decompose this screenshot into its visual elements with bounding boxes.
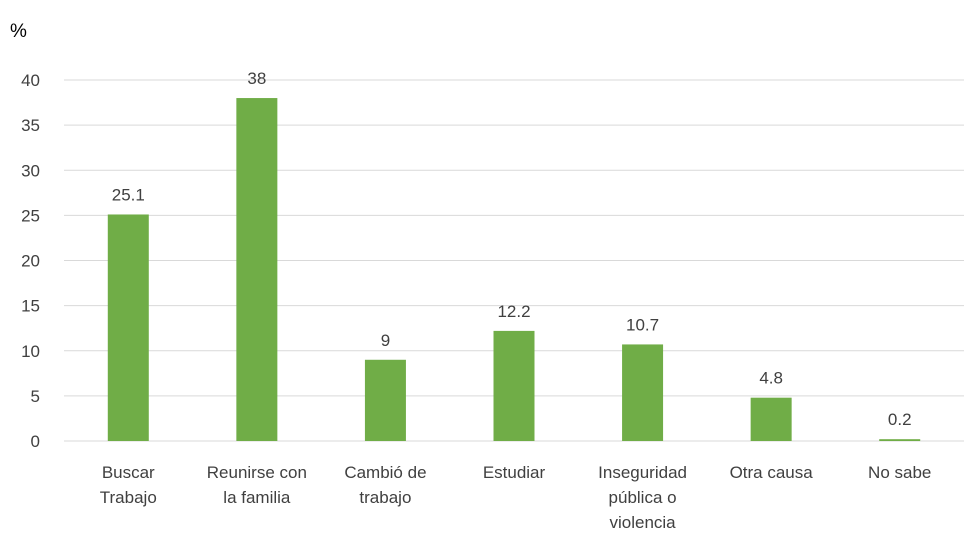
bars <box>107 98 921 442</box>
category-label: Estudiar <box>483 463 546 482</box>
bar <box>493 330 535 441</box>
y-axis-unit-label: % <box>10 21 27 42</box>
category-label: trabajo <box>359 488 411 507</box>
category-label: violencia <box>609 513 676 532</box>
bar-value-label: 25.1 <box>112 185 145 204</box>
y-tick-label: 0 <box>31 432 40 451</box>
category-label: Otra causa <box>730 463 814 482</box>
gridlines <box>64 79 964 442</box>
bar-value-label: 10.7 <box>626 315 659 334</box>
y-tick-label: 25 <box>21 206 40 225</box>
bar-value-label: 38 <box>247 69 266 88</box>
bar-value-label: 12.2 <box>497 302 530 321</box>
y-tick-label: 40 <box>21 71 40 90</box>
y-tick-label: 10 <box>21 342 40 361</box>
category-label: Cambió de <box>344 463 426 482</box>
bar-value-label: 0.2 <box>888 410 912 429</box>
y-tick-label: 5 <box>31 387 40 406</box>
y-axis-ticks: 0 5 10 15 20 25 30 35 40 <box>21 71 40 451</box>
bar <box>107 214 149 441</box>
category-labels: Buscar Trabajo Reunirse con la familia Cambi… <box>100 463 932 532</box>
bar <box>750 397 792 441</box>
bar <box>879 439 921 441</box>
bar-value-label: 4.8 <box>759 369 783 388</box>
category-label: la familia <box>223 488 291 507</box>
category-label: Reunirse con <box>207 463 307 482</box>
y-tick-label: 20 <box>21 252 40 271</box>
bar <box>622 344 664 441</box>
category-label: No sabe <box>868 463 931 482</box>
y-tick-label: 30 <box>21 161 40 180</box>
bar-value-label: 9 <box>381 331 390 350</box>
category-label: pública o <box>609 488 677 507</box>
category-label: Buscar <box>102 463 155 482</box>
category-label: Trabajo <box>100 488 157 507</box>
bar <box>364 359 406 441</box>
y-tick-label: 35 <box>21 116 40 135</box>
data-labels: 25.1 38 9 12.2 10.7 4.8 0.2 <box>112 69 912 429</box>
y-tick-label: 15 <box>21 297 40 316</box>
category-label: Inseguridad <box>598 463 687 482</box>
bar <box>236 98 278 442</box>
